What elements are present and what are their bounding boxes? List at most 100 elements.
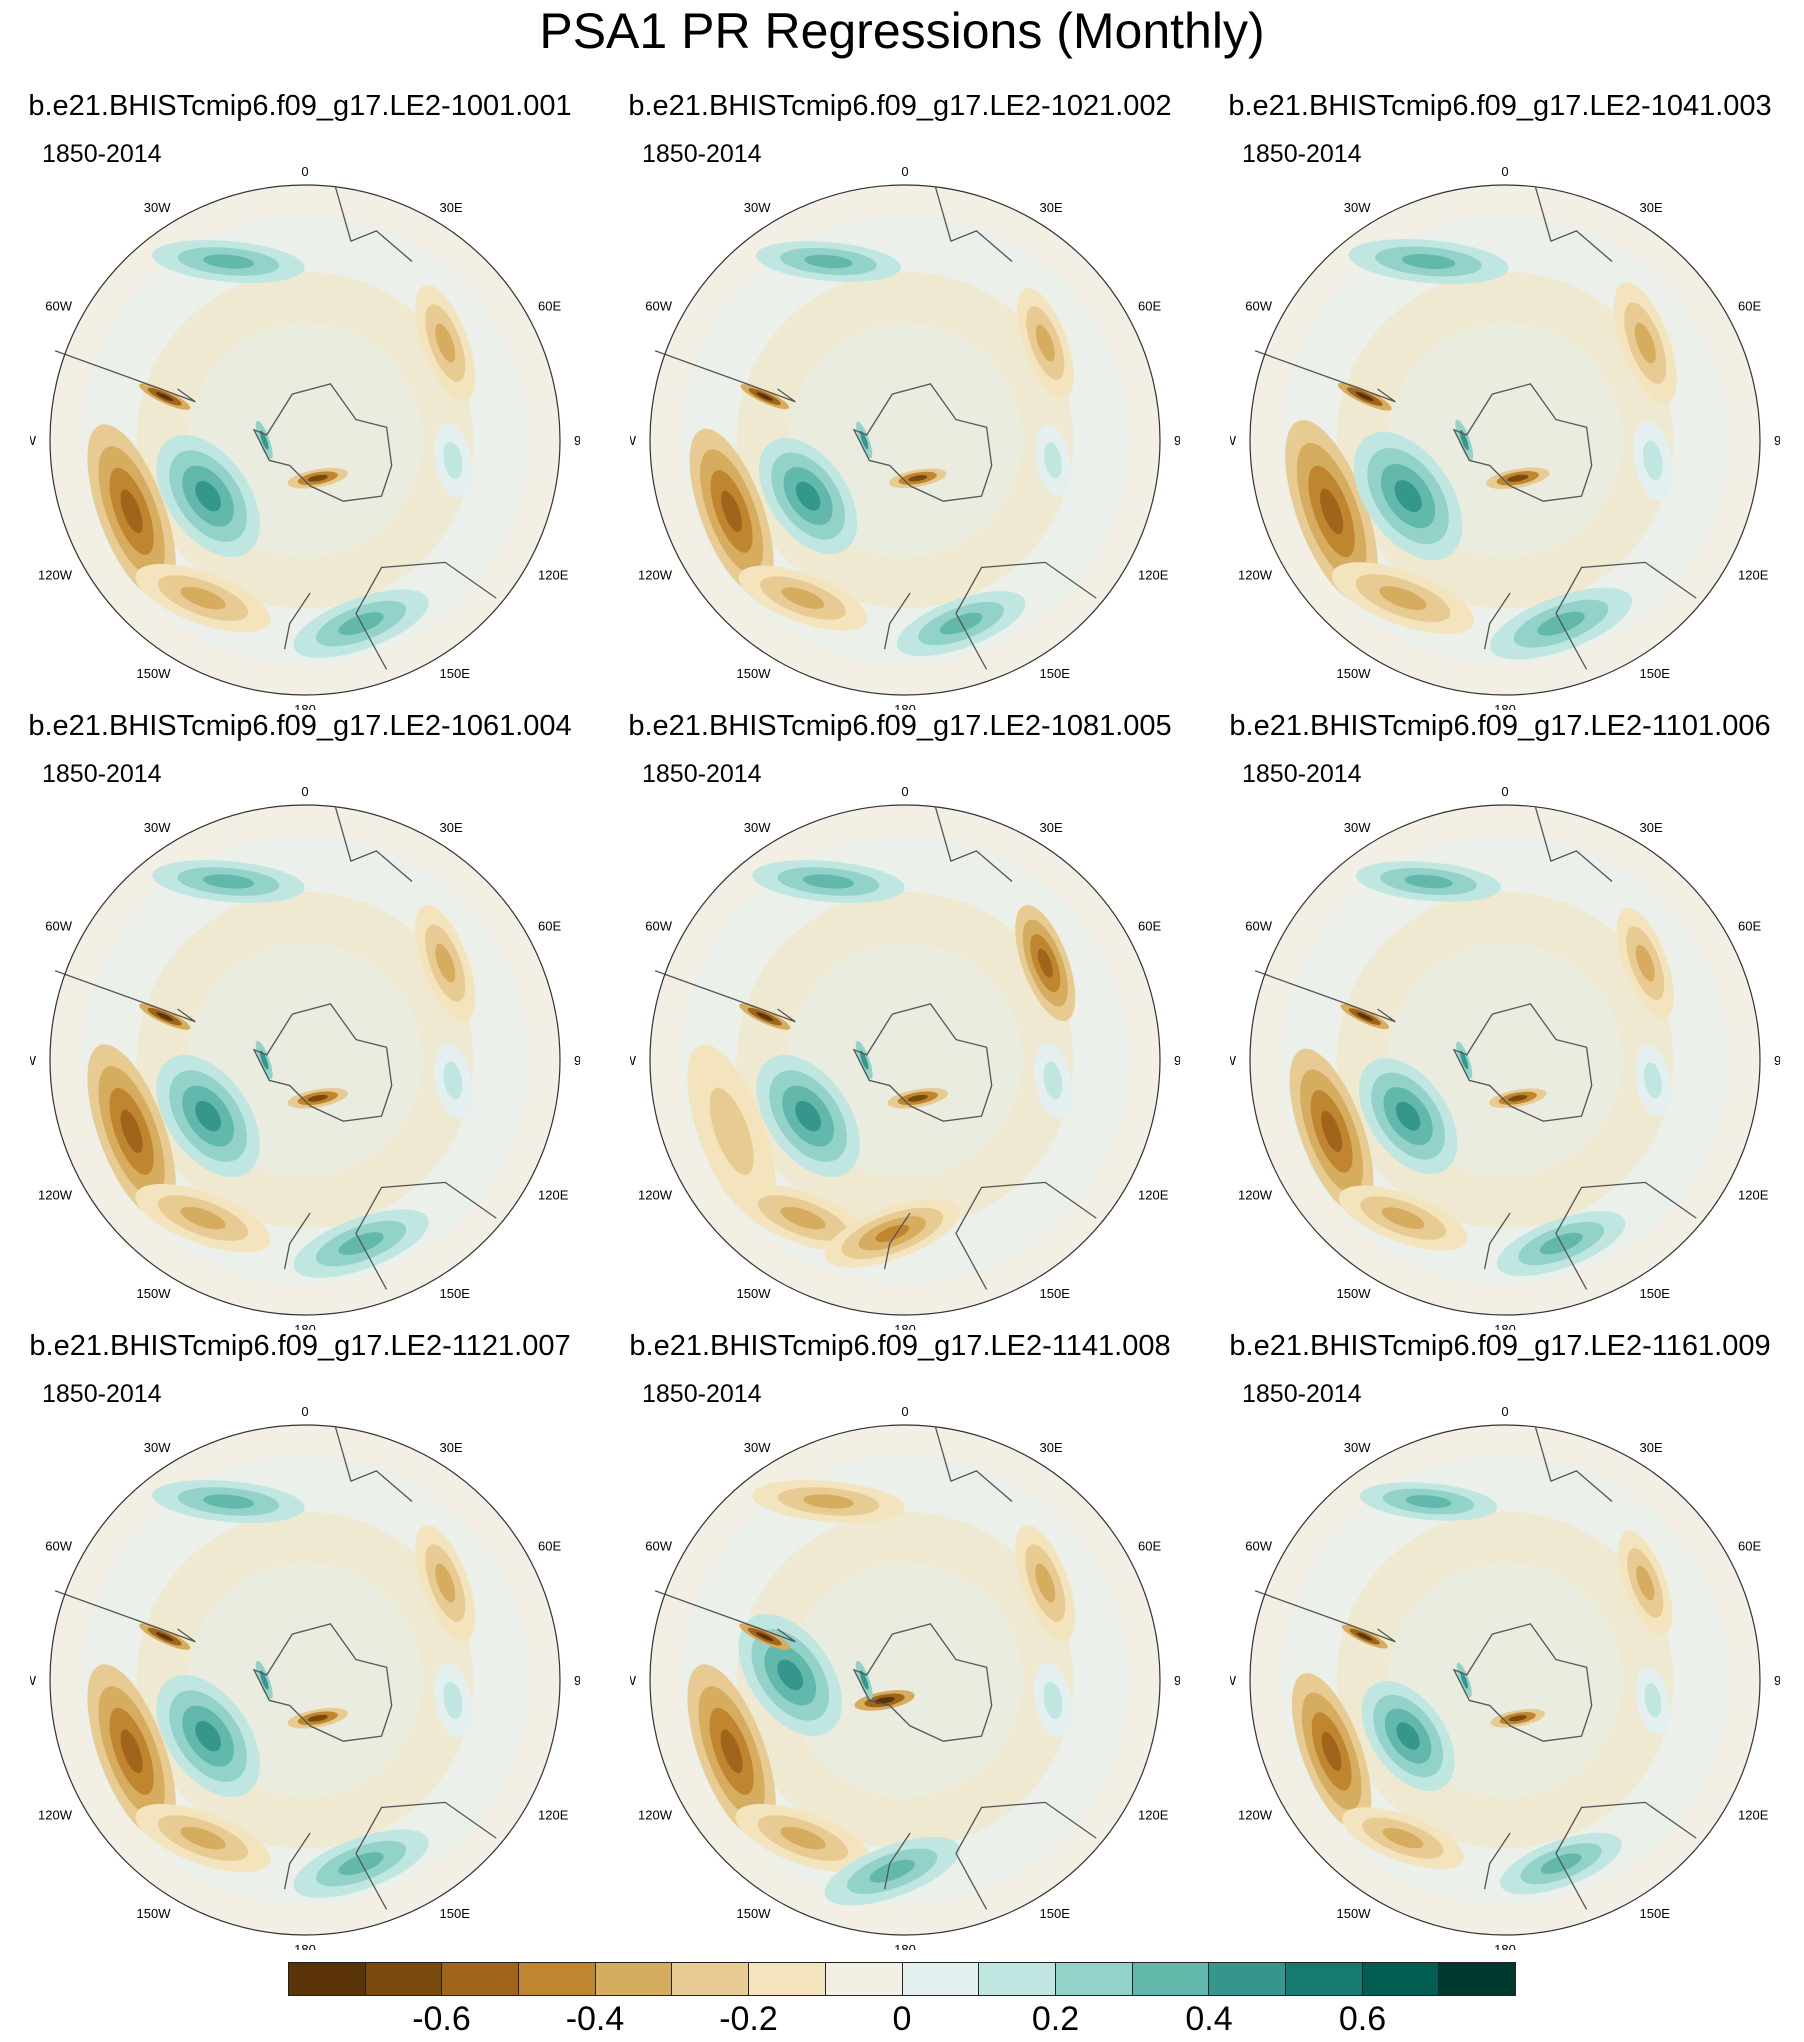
south-america-coastline <box>54 1590 196 1643</box>
dry-anomaly <box>135 1183 271 1253</box>
dry-anomaly <box>1338 1185 1468 1251</box>
longitude-label: 30W <box>1344 200 1371 215</box>
africa-coastline <box>334 807 413 882</box>
longitude-label: 120W <box>638 568 673 583</box>
dry-anomaly <box>287 1087 348 1109</box>
antarctica-coastline <box>252 383 393 502</box>
coastlines <box>54 807 497 1290</box>
new-zealand-coastline <box>1483 1212 1511 1270</box>
dry-anomaly <box>738 565 868 631</box>
map-border <box>49 1424 561 1936</box>
panel-period: 1850-2014 <box>642 760 762 788</box>
colorbar-swatch <box>519 1963 596 1995</box>
africa-coastline <box>934 187 1013 262</box>
wet-anomaly <box>1359 1482 1498 1521</box>
wet-anomaly <box>752 860 905 903</box>
wet-anomaly <box>1353 431 1463 561</box>
longitude-label: 30W <box>744 820 771 835</box>
polar-map: 0 30E 60E 90E 120E 150E 180 150W 120W 90W 60W 30W <box>30 164 580 710</box>
dry-anomaly <box>139 1623 191 1650</box>
longitude-label: 150E <box>1640 1906 1671 1921</box>
wet-anomaly <box>434 1662 472 1739</box>
antarctica-coastline <box>252 1623 393 1742</box>
panel-period: 1850-2014 <box>642 140 762 168</box>
wet-anomaly <box>1356 861 1501 902</box>
panel-period: 1850-2014 <box>642 1380 762 1408</box>
longitude-label: 180 <box>894 702 916 710</box>
africa-coastline <box>1534 1427 1613 1502</box>
longitude-label: 150E <box>1040 1906 1071 1921</box>
south-america-coastline <box>1254 1590 1396 1643</box>
wet-anomaly <box>1358 1058 1458 1175</box>
longitude-label: 120W <box>38 1808 73 1823</box>
australia-coastline <box>355 561 497 670</box>
dry-anomaly <box>689 428 774 595</box>
africa-coastline <box>934 807 1013 882</box>
wet-anomaly <box>255 1040 273 1080</box>
antarctica-coastline <box>852 1623 993 1742</box>
longitude-label: 90W <box>1230 1053 1237 1068</box>
longitude-label: 30W <box>1344 820 1371 835</box>
longitude-label: 30E <box>440 820 463 835</box>
africa-coastline <box>934 1427 1013 1502</box>
longitude-label: 90E <box>1174 1053 1180 1068</box>
longitude-label: 90W <box>630 1673 637 1688</box>
longitude-label: 0 <box>901 1404 908 1419</box>
panel-run-title: b.e21.BHISTcmip6.f09_g17.LE2-1081.005 <box>628 710 1172 742</box>
map-border <box>649 804 1161 1316</box>
longitude-label: 30E <box>1040 200 1063 215</box>
panel-period: 1850-2014 <box>1242 760 1362 788</box>
colorbar-tick-label: 0.6 <box>1338 2000 1387 2038</box>
shaded-field <box>650 1425 1160 1935</box>
map-border <box>649 1424 1161 1936</box>
longitude-label: 150E <box>440 1286 471 1301</box>
dry-anomaly <box>87 1664 176 1839</box>
map-panel-3: b.e21.BHISTcmip6.f09_g17.LE2-1041.003 0 3… <box>1200 90 1800 710</box>
wet-anomaly <box>756 1055 860 1178</box>
longitude-label: 60W <box>645 1539 672 1554</box>
map-border <box>1249 1424 1761 1936</box>
wet-anomaly <box>156 435 260 558</box>
dry-anomaly <box>1015 1525 1076 1642</box>
colorbar-swatch <box>1209 1963 1286 1995</box>
dry-anomaly <box>87 1044 176 1219</box>
longitude-label: 120W <box>38 1188 73 1203</box>
longitude-label: 90E <box>1174 433 1180 448</box>
longitude-label: 120E <box>538 568 569 583</box>
new-zealand-coastline <box>283 592 311 650</box>
longitude-label: 0 <box>901 164 908 179</box>
colorbar-swatch <box>825 1963 903 1995</box>
dry-anomaly <box>1486 467 1550 490</box>
dry-anomaly <box>1616 907 1674 1019</box>
longitude-label: 180 <box>294 1322 316 1330</box>
map-border <box>649 184 1161 696</box>
wet-anomaly <box>1456 1041 1473 1079</box>
longitude-label: 60W <box>45 1539 72 1554</box>
longitude-label: 60E <box>538 919 561 934</box>
colorbar-tick-label: -0.2 <box>719 2000 778 2038</box>
dry-anomaly <box>1289 1048 1374 1215</box>
dry-anomaly <box>735 1183 871 1253</box>
longitude-label: 90E <box>1174 1673 1180 1688</box>
coastlines <box>654 187 1097 670</box>
longitude-label: 120W <box>1238 568 1273 583</box>
longitude-label: 30E <box>1640 820 1663 835</box>
longitude-label: 0 <box>301 164 308 179</box>
australia-coastline <box>955 561 1097 670</box>
colorbar-swatch <box>1132 1963 1210 1995</box>
dry-anomaly <box>1015 905 1076 1022</box>
dry-anomaly <box>287 1707 348 1729</box>
dry-anomaly <box>687 1664 776 1839</box>
colorbar <box>288 1962 1516 1996</box>
dry-anomaly <box>1613 282 1677 405</box>
new-zealand-coastline <box>883 1832 911 1890</box>
australia-coastline <box>355 1801 497 1910</box>
longitude-label: 90W <box>1230 433 1237 448</box>
longitude-label: 150W <box>737 666 772 681</box>
longitude-label: 180 <box>1494 1942 1516 1950</box>
colorbar-tick-label: 0.4 <box>1185 2000 1233 2038</box>
colorbar-swatch <box>749 1963 826 1995</box>
longitude-label: 90E <box>574 1053 580 1068</box>
colorbar-swatch <box>1055 1963 1133 1995</box>
longitude-label: 0 <box>301 784 308 799</box>
